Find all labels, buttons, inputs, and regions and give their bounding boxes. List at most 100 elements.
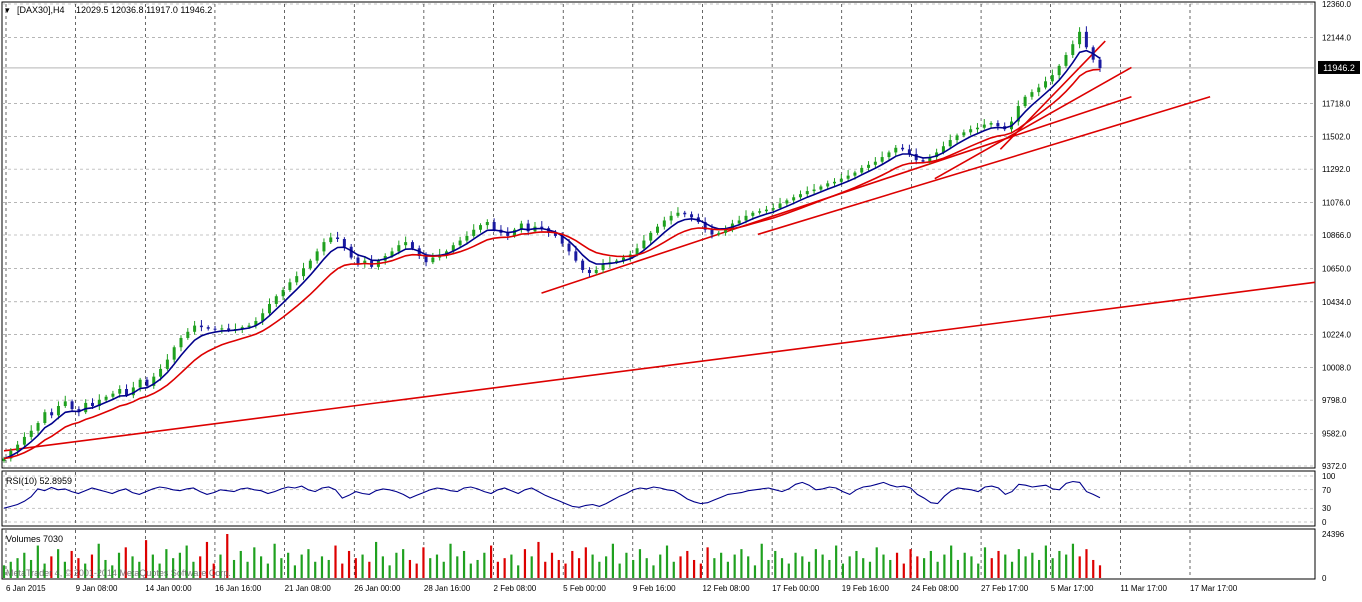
candle-body	[907, 149, 911, 154]
rsi-series	[3, 480, 1101, 509]
candle-body	[941, 146, 945, 153]
candle-body	[683, 212, 687, 215]
candle-body	[642, 240, 646, 249]
rsi-panel-frame	[1, 470, 1316, 527]
y-tick-label: 9798.0	[1322, 396, 1347, 405]
x-tick-label: 2 Feb 08:00	[494, 584, 537, 593]
candle-body	[397, 245, 401, 252]
candle-body	[587, 269, 591, 274]
candle-body	[125, 389, 129, 396]
candle-body	[56, 406, 60, 416]
candle-body	[43, 412, 47, 424]
candle-body	[621, 257, 625, 261]
candle-body	[472, 229, 476, 236]
y-tick-label: 10008.0	[1322, 364, 1351, 373]
y-tick-label: 11292.0	[1322, 165, 1351, 174]
candle-body	[914, 153, 918, 161]
candle-body	[601, 263, 605, 270]
symbol-timeframe: [DAX30],H4	[17, 5, 65, 15]
candle-body	[758, 211, 762, 213]
axis-labels: 12360.0 12144.0 11718.0 11502.0 11292.0 11076…	[6, 0, 1351, 593]
candle-body	[9, 450, 13, 459]
candle-body	[193, 325, 197, 332]
y-tick-label: 9582.0	[1322, 430, 1347, 439]
x-tick-label: 14 Jan 00:00	[145, 584, 192, 593]
candle-body	[662, 220, 666, 227]
candle-body	[853, 172, 857, 176]
candle-body	[778, 203, 782, 209]
candle-body	[921, 160, 925, 162]
candle-body	[894, 147, 898, 153]
candle-body	[771, 208, 775, 210]
candle-body	[880, 157, 884, 162]
candle-body	[36, 423, 40, 431]
candle-body	[540, 226, 544, 229]
candle-body	[737, 220, 741, 224]
candle-body	[574, 251, 578, 261]
candle-body	[240, 327, 244, 330]
candle-body	[404, 242, 408, 246]
candle-body	[104, 396, 108, 400]
y-tick-label: 12144.0	[1322, 33, 1351, 42]
candle-body	[805, 191, 809, 195]
candle-body	[989, 123, 993, 125]
current-price-label: 11946.2	[1323, 63, 1355, 73]
rsi-tick-label: 30	[1322, 504, 1331, 513]
candle-body	[90, 402, 94, 407]
x-tick-label: 12 Feb 08:00	[702, 584, 750, 593]
candle-body	[227, 328, 231, 331]
candle-body	[1023, 96, 1027, 107]
candle-body	[458, 240, 462, 246]
candle-body	[764, 209, 768, 212]
candle-body	[50, 412, 54, 416]
volume-tick-label: 24396	[1322, 530, 1345, 539]
candle-body	[982, 124, 986, 128]
candle-body	[97, 399, 101, 407]
candle-body	[860, 167, 864, 173]
candle-body	[669, 215, 673, 221]
candle-body	[1037, 87, 1041, 93]
current-price-marker: 11946.2	[1318, 60, 1360, 74]
candle-body	[479, 225, 483, 230]
candle-body	[29, 430, 33, 437]
ma-fast-line	[3, 49, 1101, 460]
candle-body	[975, 127, 979, 130]
rsi-tick-label: 0	[1322, 518, 1327, 527]
candle-body	[356, 257, 360, 264]
ohlc-readout: 12029.5 12036.8 11917.0 11946.2	[76, 5, 212, 15]
candle-body	[63, 401, 67, 407]
x-tick-label: 11 Mar 17:00	[1120, 584, 1167, 593]
candle-body	[594, 269, 598, 274]
candle-body	[798, 194, 802, 198]
candle-body	[513, 229, 517, 236]
candle-body	[274, 296, 278, 304]
candle-body	[138, 379, 142, 388]
candle-body	[186, 331, 190, 338]
candle-body	[567, 243, 571, 252]
candle-body	[553, 232, 557, 236]
trendline	[934, 66, 1132, 180]
volume-panel-frame	[1, 528, 1316, 580]
x-tick-label: 5 Feb 00:00	[563, 584, 606, 593]
candle-body	[812, 189, 816, 192]
candle-body	[819, 186, 823, 190]
candle-body	[962, 132, 966, 136]
x-tick-label: 17 Mar 17:00	[1190, 584, 1238, 593]
candle-body	[16, 444, 20, 451]
x-tick-label: 16 Jan 16:00	[215, 584, 262, 593]
dropdown-arrow-icon[interactable]: ▾	[5, 5, 10, 15]
candle-body	[213, 328, 217, 330]
candle-body	[199, 325, 203, 328]
candle-body	[867, 164, 871, 168]
y-tick-label: 12360.0	[1322, 0, 1351, 9]
candle-body	[873, 161, 877, 165]
x-tick-label: 21 Jan 08:00	[285, 584, 332, 593]
candle-body	[730, 223, 734, 229]
y-tick-label: 10434.0	[1322, 298, 1351, 307]
x-tick-label: 19 Feb 16:00	[842, 584, 890, 593]
trendlines[interactable]	[3, 40, 1316, 452]
y-tick-label: 11502.0	[1322, 133, 1351, 142]
candle-body	[676, 212, 680, 216]
